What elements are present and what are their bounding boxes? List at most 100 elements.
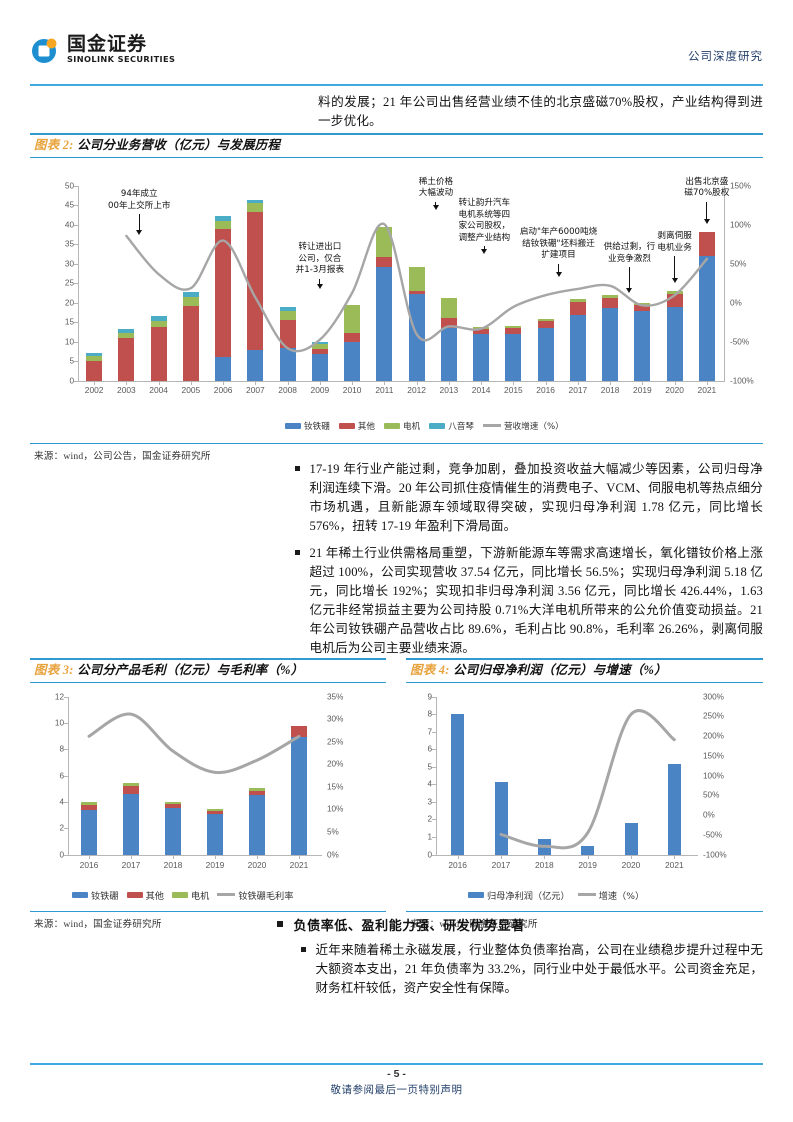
legend-swatch (468, 891, 484, 898)
y2-axis-tick-label: 35% (327, 692, 344, 701)
bar-segment (666, 291, 683, 294)
bar-column (624, 823, 638, 855)
x-axis-tick-mark (126, 380, 128, 385)
x-axis-tick-label: 2011 (375, 384, 394, 395)
x-axis-tick-label: 2008 (278, 384, 297, 395)
exhibit-4-under-rule (406, 681, 763, 683)
x-axis-tick-mark (457, 854, 459, 859)
y-axis-tick-mark (432, 784, 436, 786)
legend-label: 其他 (357, 421, 375, 432)
bottom-section-heading-row: 负债率低、盈利能力强、研发优势显著 (277, 915, 763, 934)
x-axis-tick-label: 2019 (633, 384, 652, 395)
x-axis-tick-mark (674, 380, 676, 385)
y2-axis-tick-label: 300% (703, 692, 724, 701)
footer-disclaimer: 敬请参阅最后一页特别声明 (330, 1085, 463, 1096)
legend-label: 归母净利润（亿元） (487, 890, 570, 902)
bar-column (666, 291, 683, 381)
y2-axis-tick-label: 20% (327, 759, 344, 769)
bar-segment (249, 790, 265, 795)
chart-annotation: 剥离伺服 电机业务 (657, 231, 692, 253)
y-axis-tick-mark (432, 819, 436, 821)
bar-segment (505, 326, 522, 328)
legend-label: 电机 (403, 421, 421, 432)
bar-segment (86, 355, 103, 361)
plot-area: 0 1 2 3 4 5 6 7 8 9 -100% -50% 0% 50% 100% 150% 200% 250%… (427, 692, 726, 859)
page-footer: - 5 - 敬请参阅最后一页特别声明 (0, 1068, 793, 1097)
bar-segment (81, 809, 97, 855)
exhibit-3-number: 图表 3: (34, 662, 74, 677)
annotation-arrow-icon (702, 201, 711, 225)
bottom-section-heading: 负债率低、盈利能力强、研发优势显著 (293, 918, 525, 933)
exhibit-3-title: 公司分产品毛利（亿元）与毛利率（%） (77, 662, 304, 677)
bar-segment (602, 307, 619, 381)
x-axis-tick-label: 2009 (310, 384, 330, 395)
x-axis-tick-label: 2017 (568, 384, 588, 395)
bar-segment (249, 787, 265, 791)
x-axis-tick-mark (352, 380, 354, 385)
bar-segment (344, 333, 361, 343)
x-axis-tick-label: 2010 (342, 384, 362, 395)
legend-line-swatch (483, 424, 501, 427)
legend-label: 钕铁硼 (91, 890, 119, 902)
brand-name-en: SINOLINK SECURITIES (67, 54, 176, 64)
x-axis-tick-label: 2019 (205, 859, 225, 870)
bar-column (440, 298, 457, 381)
bar-segment (215, 221, 232, 229)
y2-axis-tick-label: 0% (730, 298, 742, 307)
exhibit-2-panel: 图表 2: 公司分业务营收（亿元）与发展历程 0 5 10 15 20 25 30 35 40 4… (30, 133, 763, 462)
bar-segment (207, 811, 223, 815)
legend-label: 增速（%） (598, 890, 645, 902)
legend-item: 增速（%） (577, 888, 645, 902)
legend-swatch (126, 891, 143, 898)
brand-text: 国金证券 SINOLINK SECURITIES (67, 34, 175, 65)
bar-segment (81, 801, 97, 806)
y2-axis-tick-label: 150% (730, 181, 751, 190)
x-axis-tick-mark (158, 380, 160, 385)
bar-segment (81, 805, 97, 810)
y-axis-tick-mark (64, 775, 68, 777)
bar-column (311, 341, 328, 381)
bar-segment (123, 793, 139, 855)
y-axis-line (436, 696, 437, 856)
bar-column (667, 763, 681, 855)
chart-annotation: 转让韵升汽车 电机系统等四 家公司股权， 调整产业结构 (458, 198, 511, 243)
x-axis-tick-mark (706, 380, 708, 385)
bar-column (344, 305, 361, 381)
y-axis-tick-label: 10 (54, 718, 64, 728)
x-axis-tick-label: 2021 (289, 859, 309, 870)
bar-segment (247, 199, 264, 204)
y2-axis-tick-label: 0% (703, 810, 715, 820)
bar-segment (376, 257, 393, 268)
bullet-square-icon (295, 550, 300, 555)
bar-segment (634, 304, 651, 312)
x-axis-tick-label: 2005 (181, 384, 201, 395)
bar-segment (150, 320, 167, 328)
y-axis-tick-mark (74, 361, 78, 362)
bar-segment (247, 203, 264, 212)
bar-segment (581, 845, 595, 855)
y2-axis-tick-label: 30% (327, 714, 344, 724)
bar-column (215, 215, 232, 381)
y-axis-tick-mark (74, 185, 78, 187)
bar-segment (215, 228, 232, 357)
intro-paragraph: 料的发展；21 年公司出售经营业绩不佳的北京盛磁70%股权，产业结构得到进一步优… (318, 95, 763, 128)
x-axis-tick-mark (319, 380, 321, 385)
bar-segment (247, 350, 264, 381)
bar-column (376, 226, 393, 381)
bottom-section-body: 近年来随着稀土永磁发展，行业整体负债率抬高，公司在业绩稳步提升过程中无大额资本支… (315, 943, 764, 995)
y-axis-tick-mark (74, 283, 78, 284)
bar-segment (249, 794, 265, 855)
x-axis-tick-label: 2002 (84, 384, 104, 395)
legend-swatch (72, 891, 88, 898)
bar-column (182, 291, 199, 381)
bar-column (81, 801, 97, 855)
exhibit-4-panel: 图表 4: 公司归母净利润（亿元）与增速（%） 0 1 2 3 4 5 6 7 8 9 -100% -… (406, 658, 763, 930)
trend-line (87, 712, 301, 774)
bar-segment (473, 334, 490, 381)
x-axis-tick-label: 2016 (79, 859, 99, 870)
exhibit-4-top-rule (406, 658, 763, 660)
bar-segment (215, 356, 232, 381)
y-axis-tick-label: 7 (427, 727, 432, 737)
legend-swatch (384, 422, 400, 429)
bar-segment (86, 352, 103, 356)
